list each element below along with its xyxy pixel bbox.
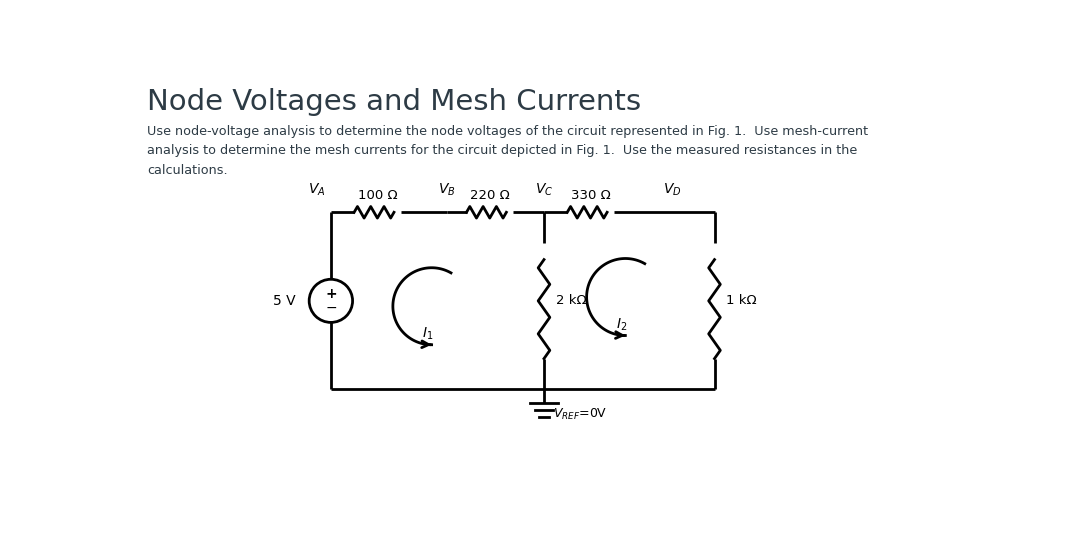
Text: $V_B$: $V_B$ bbox=[438, 182, 456, 199]
Text: $V_A$: $V_A$ bbox=[308, 182, 326, 199]
Text: 5 V: 5 V bbox=[273, 294, 296, 308]
Text: $V_{REF}$=0V: $V_{REF}$=0V bbox=[553, 407, 608, 422]
Text: 1 kΩ: 1 kΩ bbox=[726, 294, 757, 307]
Text: Node Voltages and Mesh Currents: Node Voltages and Mesh Currents bbox=[147, 87, 642, 116]
Text: −: − bbox=[325, 301, 337, 315]
Text: $V_C$: $V_C$ bbox=[535, 182, 553, 199]
Text: 2 kΩ: 2 kΩ bbox=[555, 294, 586, 307]
Text: $I_1$: $I_1$ bbox=[422, 326, 434, 342]
Text: 330 Ω: 330 Ω bbox=[570, 189, 611, 202]
Text: +: + bbox=[325, 287, 337, 301]
Text: 100 Ω: 100 Ω bbox=[357, 189, 398, 202]
Text: $I_2$: $I_2$ bbox=[616, 316, 627, 333]
Text: Use node-voltage analysis to determine the node voltages of the circuit represen: Use node-voltage analysis to determine t… bbox=[147, 124, 869, 177]
Text: $V_D$: $V_D$ bbox=[663, 182, 681, 199]
Text: 220 Ω: 220 Ω bbox=[470, 189, 510, 202]
